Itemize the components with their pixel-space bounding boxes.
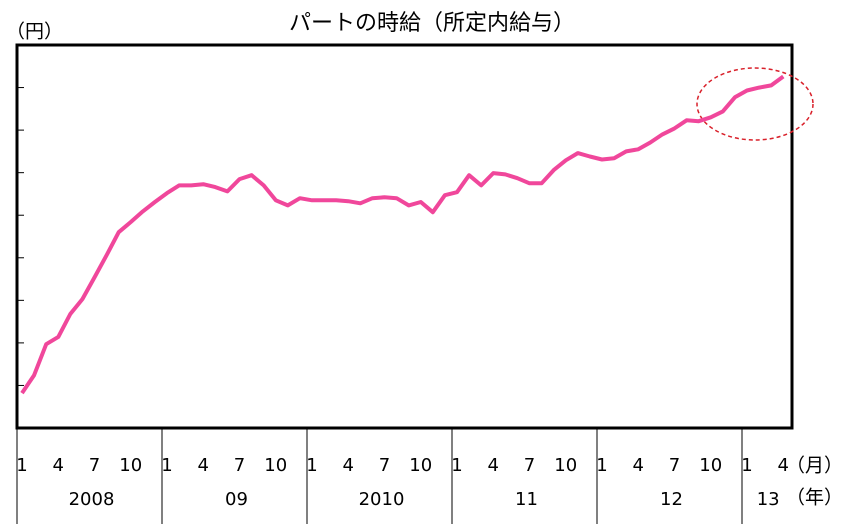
x-tick-label: 1 bbox=[161, 455, 172, 476]
x-tick-label: 4 bbox=[488, 455, 499, 476]
year-label: 11 bbox=[515, 489, 538, 510]
x-tick-label: 4 bbox=[778, 455, 789, 476]
year-label: 12 bbox=[660, 489, 683, 510]
x-tick-label: 7 bbox=[669, 455, 680, 476]
x-tick-label: 10 bbox=[119, 455, 142, 476]
x-tick-label: 4 bbox=[198, 455, 209, 476]
x-tick-label: 7 bbox=[234, 455, 245, 476]
month-unit: （月） bbox=[786, 455, 843, 477]
year-label: 2008 bbox=[69, 489, 115, 510]
year-label: 09 bbox=[225, 489, 248, 510]
year-label: 13 bbox=[757, 489, 780, 510]
x-tick-label: 7 bbox=[89, 455, 100, 476]
plot-frame bbox=[15, 43, 794, 430]
x-tick-label: 7 bbox=[524, 455, 535, 476]
x-tick-label: 4 bbox=[633, 455, 644, 476]
x-tick-label: 4 bbox=[53, 455, 64, 476]
year-unit: （年） bbox=[786, 487, 843, 509]
x-tick-label: 4 bbox=[343, 455, 354, 476]
x-tick-label: 10 bbox=[409, 455, 432, 476]
x-tick-label: 7 bbox=[379, 455, 390, 476]
line-series bbox=[20, 74, 785, 395]
x-tick-label: 10 bbox=[554, 455, 577, 476]
x-tick-label: 1 bbox=[741, 455, 752, 476]
y-axis-label: （円） bbox=[6, 21, 63, 43]
x-tick-label: 1 bbox=[451, 455, 462, 476]
x-tick-label: 10 bbox=[264, 455, 287, 476]
highlight-ellipse bbox=[696, 67, 814, 141]
x-tick-label: 1 bbox=[306, 455, 317, 476]
year-label: 2010 bbox=[359, 489, 405, 510]
chart-title: パートの時給（所定内給与） bbox=[289, 11, 575, 36]
x-tick-label: 10 bbox=[699, 455, 722, 476]
x-tick-label: 1 bbox=[596, 455, 607, 476]
x-tick-label: 1 bbox=[16, 455, 27, 476]
